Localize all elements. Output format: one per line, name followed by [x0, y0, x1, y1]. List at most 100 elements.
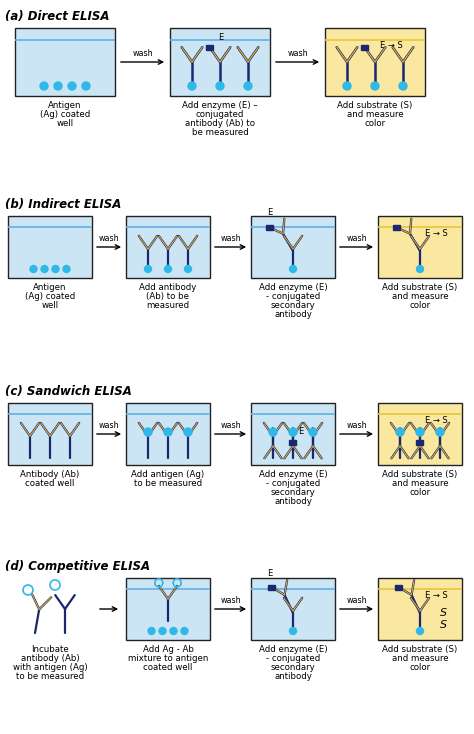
Circle shape	[309, 428, 317, 436]
Circle shape	[159, 628, 166, 634]
Circle shape	[82, 82, 90, 90]
Text: (c) Sandwich ELISA: (c) Sandwich ELISA	[5, 385, 132, 398]
Text: and measure: and measure	[346, 110, 403, 119]
Text: wash: wash	[99, 234, 119, 243]
Bar	[170, 28, 270, 96]
Text: antibody: antibody	[274, 672, 312, 681]
Text: E: E	[267, 570, 273, 578]
Bar	[378, 578, 462, 640]
Text: antibody: antibody	[274, 310, 312, 319]
Circle shape	[269, 428, 277, 436]
Bar	[290, 440, 297, 445]
Text: Antigen: Antigen	[48, 101, 82, 110]
Text: Antigen: Antigen	[33, 283, 67, 292]
Text: Add substrate (S): Add substrate (S)	[383, 470, 457, 479]
Text: antibody (Ab) to: antibody (Ab) to	[185, 119, 255, 128]
Circle shape	[399, 82, 407, 90]
Bar	[8, 403, 92, 465]
Circle shape	[290, 266, 297, 272]
Bar	[378, 403, 462, 465]
Text: - conjugated: - conjugated	[266, 292, 320, 301]
Circle shape	[417, 266, 423, 272]
Text: E: E	[218, 33, 223, 43]
Text: Add enzyme (E): Add enzyme (E)	[259, 283, 328, 292]
Text: E: E	[298, 427, 303, 436]
Text: and measure: and measure	[392, 479, 448, 488]
Text: - conjugated: - conjugated	[266, 479, 320, 488]
Text: Antibody (Ab): Antibody (Ab)	[20, 470, 80, 479]
Text: S: S	[440, 620, 447, 630]
Text: (b) Indirect ELISA: (b) Indirect ELISA	[5, 198, 121, 211]
Text: Add substrate (S): Add substrate (S)	[383, 645, 457, 654]
Text: (a) Direct ELISA: (a) Direct ELISA	[5, 10, 109, 23]
Text: measured: measured	[146, 301, 190, 310]
Bar	[378, 216, 462, 278]
Circle shape	[41, 266, 48, 272]
Bar	[325, 28, 425, 96]
Circle shape	[68, 82, 76, 90]
Bar	[206, 45, 213, 50]
Bar	[8, 216, 92, 278]
Bar	[268, 585, 275, 590]
Text: E → S: E → S	[425, 591, 448, 600]
Text: - conjugated: - conjugated	[266, 654, 320, 663]
Text: Add antibody: Add antibody	[139, 283, 197, 292]
Circle shape	[184, 266, 191, 272]
Bar	[15, 28, 115, 96]
Bar	[126, 403, 210, 465]
Circle shape	[188, 82, 196, 90]
Circle shape	[170, 628, 177, 634]
Text: E: E	[267, 208, 273, 217]
Text: color: color	[410, 663, 430, 672]
Circle shape	[164, 428, 172, 436]
Text: mixture to antigen: mixture to antigen	[128, 654, 208, 663]
Circle shape	[290, 628, 297, 634]
Bar	[251, 216, 335, 278]
Circle shape	[216, 82, 224, 90]
Circle shape	[416, 428, 424, 436]
Text: wash: wash	[346, 421, 367, 430]
Bar	[395, 585, 402, 590]
Text: to be measured: to be measured	[16, 672, 84, 681]
Text: wash: wash	[287, 49, 308, 58]
Text: Incubate: Incubate	[31, 645, 69, 654]
Bar	[126, 578, 210, 640]
Circle shape	[289, 428, 297, 436]
Text: color: color	[410, 488, 430, 497]
Text: color: color	[410, 301, 430, 310]
Circle shape	[184, 428, 192, 436]
Circle shape	[52, 266, 59, 272]
Circle shape	[396, 428, 404, 436]
Text: color: color	[365, 119, 385, 128]
Circle shape	[164, 266, 172, 272]
Circle shape	[244, 82, 252, 90]
Text: well: well	[56, 119, 73, 128]
Text: S: S	[440, 608, 447, 618]
Text: Add antigen (Ag): Add antigen (Ag)	[131, 470, 205, 479]
Text: secondary: secondary	[271, 301, 315, 310]
Text: Add enzyme (E): Add enzyme (E)	[259, 470, 328, 479]
Text: (Ag) coated: (Ag) coated	[25, 292, 75, 301]
Circle shape	[343, 82, 351, 90]
Bar	[266, 225, 273, 230]
Text: wash: wash	[132, 49, 153, 58]
Circle shape	[436, 428, 444, 436]
Text: (Ab) to be: (Ab) to be	[146, 292, 190, 301]
Bar	[393, 225, 400, 230]
Text: E → S: E → S	[425, 229, 448, 238]
Circle shape	[371, 82, 379, 90]
Bar	[251, 403, 335, 465]
Text: secondary: secondary	[271, 488, 315, 497]
Text: secondary: secondary	[271, 663, 315, 672]
Text: Add substrate (S): Add substrate (S)	[337, 101, 413, 110]
Text: with antigen (Ag): with antigen (Ag)	[13, 663, 87, 672]
Text: be measured: be measured	[191, 128, 248, 137]
Text: wash: wash	[220, 234, 241, 243]
Circle shape	[181, 628, 188, 634]
Bar	[126, 216, 210, 278]
Bar	[417, 440, 423, 445]
Circle shape	[148, 628, 155, 634]
Text: Add enzyme (E) –: Add enzyme (E) –	[182, 101, 258, 110]
Text: antibody: antibody	[274, 497, 312, 506]
Circle shape	[40, 82, 48, 90]
